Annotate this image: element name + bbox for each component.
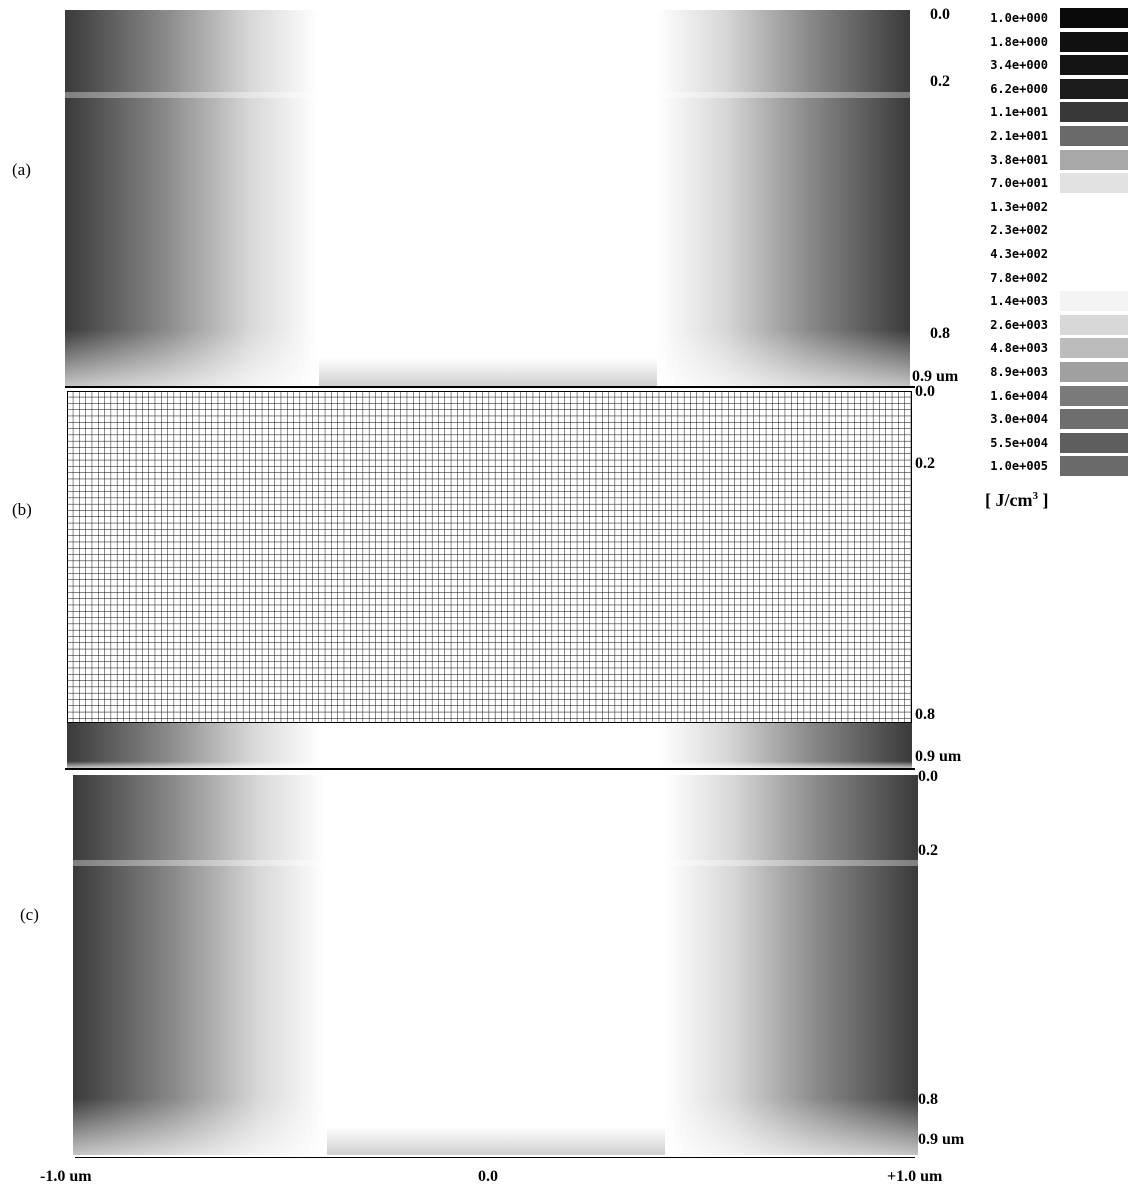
legend-label: 7.8e+002	[958, 271, 1048, 285]
field-a	[65, 10, 910, 386]
legend-swatch	[1060, 338, 1128, 358]
legend-label: 1.0e+000	[958, 11, 1048, 25]
unit-text: [ J/cm	[985, 490, 1032, 510]
legend-label: 5.5e+004	[958, 436, 1048, 450]
legend-swatch	[1060, 362, 1128, 382]
panel-label: (c)	[20, 905, 39, 925]
legend-swatch	[1060, 79, 1128, 99]
legend-label: 1.6e+004	[958, 389, 1048, 403]
legend-label: 1.4e+003	[958, 294, 1048, 308]
page: (a) 0.0 0.2 0.8 0.9 um (b) 0.0 0.2 0.8 0.9 um (c) 0…	[0, 0, 1132, 1187]
legend-label: 3.0e+004	[958, 412, 1048, 426]
depth-label: 0.0	[930, 6, 950, 24]
panel-label: (a)	[12, 160, 31, 180]
legend-swatch	[1060, 102, 1128, 122]
panel-label: (b)	[12, 500, 32, 520]
legend-swatch	[1060, 197, 1128, 217]
legend-label: 3.4e+000	[958, 58, 1048, 72]
x-axis	[75, 1157, 915, 1158]
legend-swatch	[1060, 433, 1128, 453]
x-label: -1.0 um	[40, 1168, 92, 1186]
legend-label: 8.9e+003	[958, 365, 1048, 379]
x-label: +1.0 um	[887, 1168, 942, 1186]
legend-swatch	[1060, 55, 1128, 75]
depth-label: 0.0	[915, 383, 935, 401]
mesh	[67, 391, 912, 723]
legend-label: 7.0e+001	[958, 176, 1048, 190]
depth-label: 0.9 um	[918, 1131, 964, 1149]
legend-swatch	[1060, 386, 1128, 406]
depth-label: 0.0	[918, 768, 938, 786]
legend-label: 2.3e+002	[958, 223, 1048, 237]
legend-label: 2.6e+003	[958, 318, 1048, 332]
depth-label: 0.2	[918, 842, 938, 860]
legend-label: 1.1e+001	[958, 105, 1048, 119]
legend-swatch	[1060, 315, 1128, 335]
legend-label: 4.8e+003	[958, 341, 1048, 355]
legend-swatch	[1060, 409, 1128, 429]
legend-swatch	[1060, 173, 1128, 193]
legend-swatch	[1060, 291, 1128, 311]
x-label: 0.0	[478, 1168, 498, 1186]
legend-label: 1.3e+002	[958, 200, 1048, 214]
depth-label: 0.8	[915, 706, 935, 724]
legend-swatch	[1060, 456, 1128, 476]
depth-label: 0.2	[915, 455, 935, 473]
divider	[65, 386, 915, 388]
legend-label: 4.3e+002	[958, 247, 1048, 261]
field-b-strip	[67, 723, 912, 768]
legend-swatch	[1060, 244, 1128, 264]
legend-swatch	[1060, 8, 1128, 28]
legend-swatch	[1060, 32, 1128, 52]
depth-label: 0.9 um	[915, 748, 961, 766]
legend-label: 1.8e+000	[958, 35, 1048, 49]
field-c	[73, 775, 918, 1155]
divider	[65, 768, 915, 770]
legend-swatch	[1060, 220, 1128, 240]
legend-swatch	[1060, 150, 1128, 170]
legend-label: 1.0e+005	[958, 459, 1048, 473]
legend-swatch	[1060, 268, 1128, 288]
legend-label: 2.1e+001	[958, 129, 1048, 143]
unit-close: ]	[1038, 490, 1049, 510]
legend-label: 3.8e+001	[958, 153, 1048, 167]
unit-label: [ J/cm3 ]	[985, 490, 1048, 511]
depth-label: 0.2	[930, 73, 950, 91]
legend-swatch	[1060, 126, 1128, 146]
legend-label: 6.2e+000	[958, 82, 1048, 96]
depth-label: 0.8	[918, 1091, 938, 1109]
depth-label: 0.8	[930, 325, 950, 343]
